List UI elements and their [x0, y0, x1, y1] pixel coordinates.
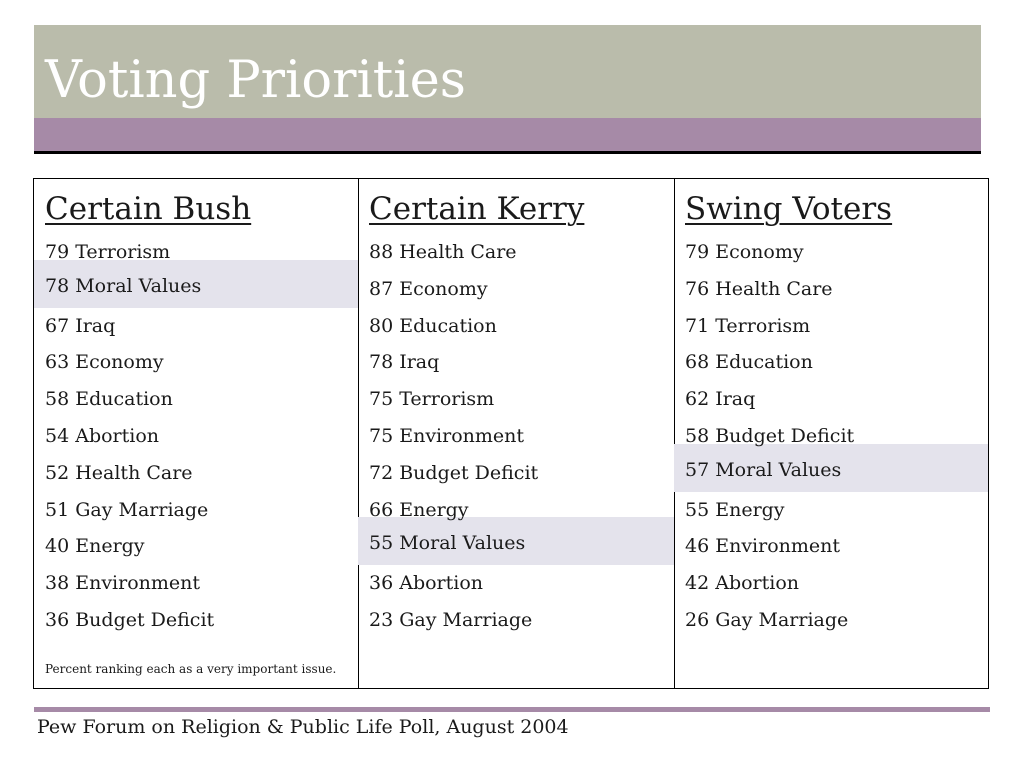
list-item: 88 Health Care	[369, 241, 517, 263]
footer-rule	[34, 707, 990, 712]
list-item: 66 Energy	[369, 498, 469, 521]
list-item: 76 Health Care	[685, 277, 833, 300]
column-heading: Certain Bush	[45, 191, 252, 227]
list-item: 63 Economy	[45, 351, 164, 374]
priority-list: 88 Health Care 87 Economy 80 Education 78 I…	[358, 234, 674, 639]
column-heading: Swing Voters	[685, 191, 893, 227]
list-item-highlighted: 55 Moral Values	[358, 517, 674, 566]
footnote: Percent ranking each as a very important…	[45, 662, 337, 676]
list-item: 80 Education	[369, 314, 497, 337]
list-item: 55 Energy	[685, 498, 785, 521]
list-item: 58 Education	[45, 388, 173, 411]
list-item: 62 Iraq	[685, 388, 756, 411]
list-item: 51 Gay Marriage	[45, 498, 209, 521]
list-item: 67 Iraq	[45, 314, 116, 337]
page-title: Voting Priorities	[45, 51, 466, 110]
list-item: 46 Environment	[685, 535, 841, 558]
accent-band	[34, 118, 981, 151]
column-certain-bush: Certain Bush 79 Terrorism 78 Moral Values…	[34, 179, 359, 688]
list-item: 68 Education	[685, 351, 813, 374]
list-item-highlighted: 57 Moral Values	[674, 443, 988, 492]
column-heading: Certain Kerry	[369, 191, 585, 227]
list-item: 79 Economy	[685, 241, 804, 263]
list-item: 54 Abortion	[45, 425, 160, 447]
list-item: 58 Budget Deficit	[685, 424, 855, 447]
list-item-highlighted: 78 Moral Values	[34, 259, 358, 308]
list-item: 75 Environment	[369, 424, 525, 447]
list-item: 78 Iraq	[369, 351, 440, 374]
list-item: 36 Abortion	[369, 572, 484, 595]
source-citation: Pew Forum on Religion & Public Life Poll…	[37, 716, 569, 738]
list-item: 71 Terrorism	[685, 314, 811, 337]
list-item: 42 Abortion	[685, 572, 800, 595]
title-underline-rule	[34, 151, 981, 154]
list-item: 75 Terrorism	[369, 388, 495, 411]
list-item: 23 Gay Marriage	[369, 608, 533, 631]
priority-list: 79 Economy 76 Health Care 71 Terrorism 68 E…	[674, 234, 988, 639]
column-certain-kerry: Certain Kerry 88 Health Care 87 Economy 80…	[358, 179, 675, 688]
list-item: 36 Budget Deficit	[45, 608, 215, 631]
list-item: 52 Health Care	[45, 461, 193, 484]
list-item: 26 Gay Marriage	[685, 608, 849, 631]
list-item: 79 Terrorism	[45, 241, 171, 263]
priorities-table: Certain Bush 79 Terrorism 78 Moral Values…	[33, 178, 989, 689]
list-item: 40 Energy	[45, 535, 145, 558]
title-banner	[34, 25, 981, 118]
list-item: 72 Budget Deficit	[369, 461, 539, 484]
priority-list: 79 Terrorism 78 Moral Values 67 Iraq 63 Eco…	[34, 234, 358, 639]
column-swing-voters: Swing Voters 79 Economy 76 Health Care 71 …	[674, 179, 988, 688]
list-item: 38 Environment	[45, 572, 201, 595]
list-item: 87 Economy	[369, 277, 488, 300]
